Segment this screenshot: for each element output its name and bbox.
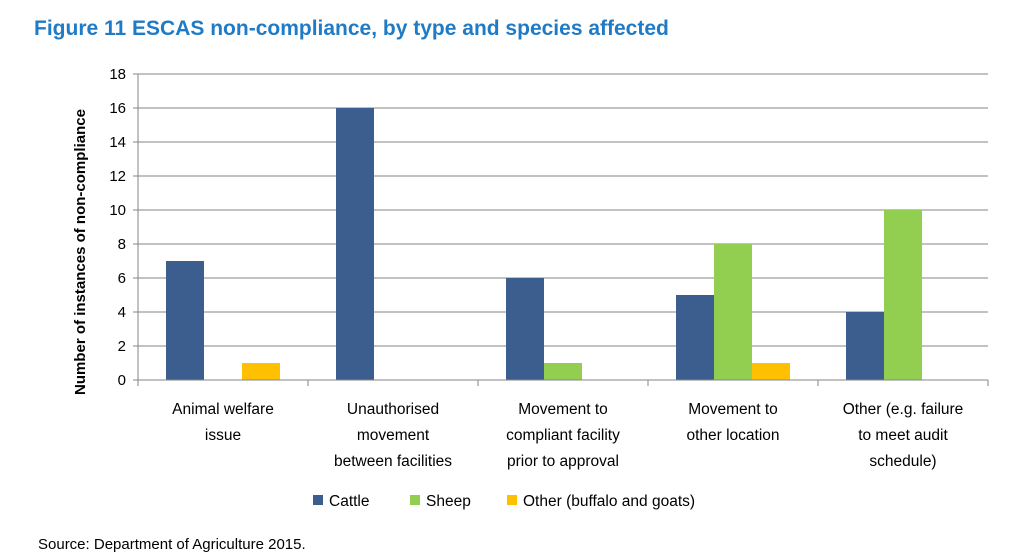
y-tick-label: 2 (118, 338, 126, 355)
x-category-label: to meet audit (858, 427, 948, 444)
y-axis-ticks: 0 2 4 6 8 10 12 14 16 18 (109, 66, 139, 389)
legend-swatch-other (507, 495, 517, 505)
x-category-label: Other (e.g. failure (843, 401, 964, 418)
legend-label: Cattle (329, 493, 370, 510)
x-category-label: movement (357, 427, 430, 444)
bars (166, 108, 922, 380)
y-tick-label: 18 (109, 66, 126, 83)
y-tick-label: 0 (118, 372, 126, 389)
x-category-label: Unauthorised (347, 401, 439, 418)
source-note: Source: Department of Agriculture 2015. (38, 536, 306, 553)
bar-cattle (846, 312, 884, 380)
y-tick-label: 14 (109, 134, 126, 151)
x-category-label: prior to approval (507, 453, 619, 470)
x-category-label: between facilities (334, 453, 452, 470)
legend-label: Other (buffalo and goats) (523, 493, 695, 510)
legend-swatch-cattle (313, 495, 323, 505)
bar-cattle (336, 108, 374, 380)
legend-label: Sheep (426, 493, 471, 510)
x-category-label: issue (205, 427, 241, 444)
bar-sheep (884, 210, 922, 380)
figure-title: Figure 11 ESCAS non-compliance, by type … (34, 17, 669, 40)
bar-other (752, 363, 790, 380)
y-tick-label: 12 (109, 168, 126, 185)
x-category-label: compliant facility (506, 427, 620, 444)
bar-cattle (506, 278, 544, 380)
bar-chart: 0 2 4 6 8 10 12 14 16 18 Animal welfare issue Unaut… (72, 66, 989, 510)
x-category-label: Movement to (688, 401, 778, 418)
x-category-label: schedule) (869, 453, 936, 470)
bar-sheep (714, 244, 752, 380)
category-labels: Animal welfare issue Unauthorised movement b… (172, 401, 963, 470)
y-tick-label: 16 (109, 100, 126, 117)
bar-cattle (676, 295, 714, 380)
y-tick-label: 4 (118, 304, 126, 321)
y-axis-label: Number of instances of non-compliance (72, 109, 89, 395)
y-tick-label: 6 (118, 270, 126, 287)
x-category-label: Animal welfare (172, 401, 274, 418)
y-tick-label: 8 (118, 236, 126, 253)
bar-cattle (166, 261, 204, 380)
y-tick-label: 10 (109, 202, 126, 219)
legend: Cattle Sheep Other (buffalo and goats) (313, 493, 695, 510)
legend-swatch-sheep (410, 495, 420, 505)
bar-other (242, 363, 280, 380)
x-axis (137, 379, 989, 386)
x-category-label: other location (686, 427, 779, 444)
bar-sheep (544, 363, 582, 380)
x-category-label: Movement to (518, 401, 608, 418)
